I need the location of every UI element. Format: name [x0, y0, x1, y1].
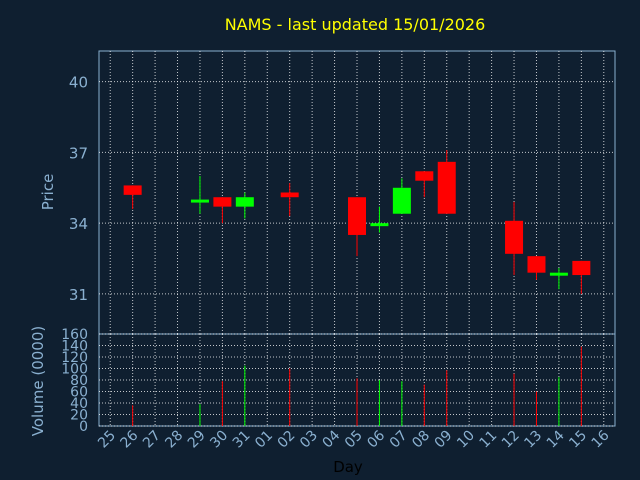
price-grid: [99, 51, 615, 334]
candle-body: [549, 272, 568, 276]
candle-body: [235, 197, 254, 207]
price-tick-label: 40: [69, 74, 88, 92]
x-tick-label: 31: [230, 428, 254, 452]
volume-tick-label: 60: [70, 385, 88, 401]
price-axis-label: Price: [39, 174, 57, 211]
x-tick-label: 06: [364, 427, 388, 451]
x-tick-label: 13: [521, 428, 545, 452]
candle-body: [527, 256, 546, 273]
price-tick-label: 37: [69, 144, 88, 162]
candle-body: [370, 223, 389, 227]
x-tick-label: 16: [589, 427, 613, 451]
x-axis-label: Day: [333, 458, 363, 476]
candle-body: [348, 197, 366, 235]
x-tick-label: 30: [207, 428, 231, 452]
chart-title: NAMS - last updated 15/01/2026: [225, 15, 486, 34]
volume-tick-label: 20: [70, 408, 88, 424]
volume-tick-label: 140: [61, 339, 88, 355]
x-tick-label: 02: [275, 428, 299, 452]
x-tick-labels: 2526272829303101020304050607080910111213…: [95, 427, 613, 451]
x-tick-label: 09: [432, 428, 456, 452]
candle-body: [190, 199, 209, 203]
x-tick-label: 25: [95, 428, 119, 452]
x-tick-label: 01: [252, 428, 276, 452]
volume-tick-label: 40: [70, 396, 88, 412]
volume-bars: [132, 346, 582, 426]
volume-tick-label: 80: [70, 373, 88, 389]
volume-axis-label: Volume (0000): [29, 326, 47, 436]
candle-body: [572, 260, 591, 276]
x-tick-label: 15: [566, 428, 590, 452]
x-tick-label: 10: [454, 428, 478, 452]
x-tick-label: 05: [342, 428, 366, 452]
candle-body: [280, 192, 299, 198]
candle-body: [505, 220, 524, 254]
volume-tick-label: 0: [79, 419, 88, 435]
x-tick-label: 11: [477, 428, 501, 452]
x-tick-label: 04: [319, 427, 343, 451]
x-tick-label: 03: [297, 428, 321, 452]
price-tick-labels: 31 34 37 40: [69, 74, 88, 304]
x-tick-label: 28: [162, 428, 186, 452]
x-tick-label: 29: [185, 428, 209, 452]
volume-tick-label: 160: [61, 327, 88, 343]
candle-body: [392, 187, 411, 214]
x-tick-label: 08: [409, 428, 433, 452]
volume-tick-label: 100: [61, 362, 88, 378]
candle-body: [213, 197, 232, 207]
price-tick-label: 34: [69, 215, 88, 233]
price-tick-label: 31: [69, 286, 88, 304]
candle-body: [437, 161, 456, 214]
x-tick-label: 14: [544, 427, 568, 451]
x-tick-label: 26: [118, 427, 142, 451]
candles: [123, 150, 591, 294]
candle-body: [123, 185, 142, 195]
x-tick-label: 27: [140, 428, 164, 452]
volume-tick-label: 120: [61, 350, 88, 366]
x-tick-label: 07: [387, 428, 411, 452]
x-tick-label: 12: [499, 428, 523, 452]
candle-body: [415, 171, 434, 181]
